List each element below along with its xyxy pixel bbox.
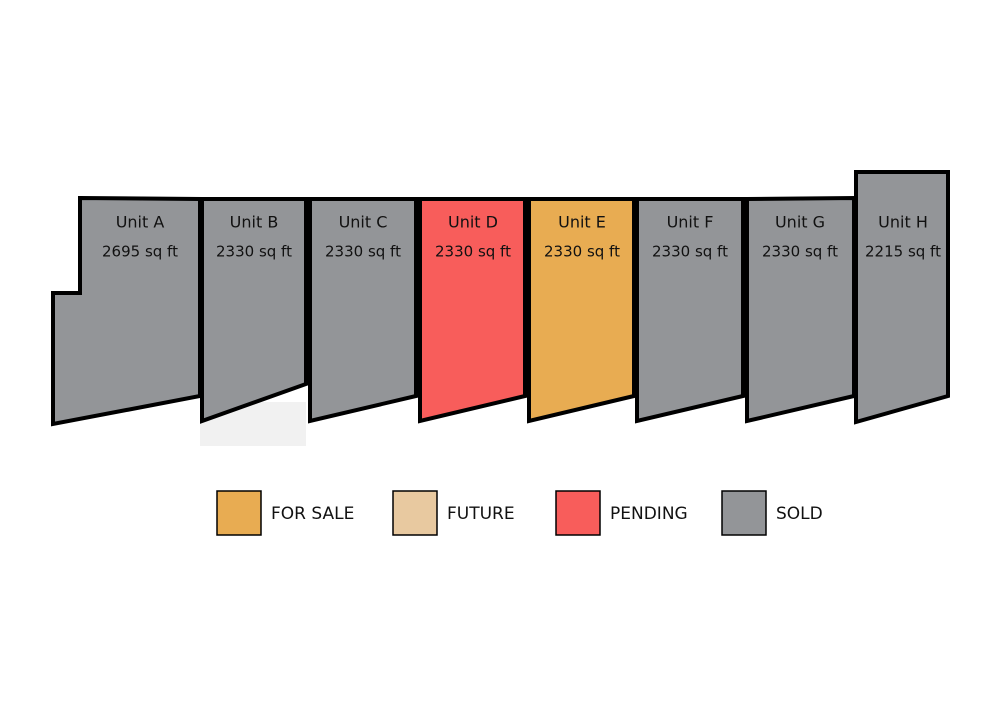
unit-area: 2215 sq ft	[865, 243, 941, 261]
unit-shape	[418, 197, 527, 424]
unit: Unit C 2330 sq ft	[308, 197, 418, 424]
legend-swatch	[216, 490, 262, 536]
unit-label: Unit D	[448, 213, 498, 232]
unit-shape	[200, 197, 308, 424]
legend-item: FUTURE	[392, 490, 515, 536]
legend-item: SOLD	[721, 490, 823, 536]
legend-item: PENDING	[555, 490, 688, 536]
unit-shape	[51, 195, 202, 427]
unit-area: 2695 sq ft	[102, 243, 178, 261]
legend-label: FUTURE	[447, 504, 515, 524]
legend-swatch	[555, 490, 601, 536]
unit-shape	[308, 197, 418, 424]
unit-label: Unit H	[878, 213, 928, 232]
unit-area: 2330 sq ft	[652, 243, 728, 261]
unit: Unit H 2215 sq ft	[854, 170, 950, 425]
unit-area: 2330 sq ft	[435, 243, 511, 261]
unit-label: Unit A	[116, 213, 165, 232]
legend-item: FOR SALE	[216, 490, 354, 536]
unit-label: Unit G	[775, 213, 825, 232]
unit: Unit A 2695 sq ft	[51, 195, 202, 427]
unit-label: Unit B	[230, 213, 279, 232]
legend-label: SOLD	[776, 504, 823, 524]
unit: Unit D 2330 sq ft	[418, 197, 527, 424]
unit-area: 2330 sq ft	[762, 243, 838, 261]
unit-label: Unit E	[558, 213, 606, 232]
unit: Unit F 2330 sq ft	[635, 197, 745, 424]
unit-area: 2330 sq ft	[544, 243, 620, 261]
unit-shape	[854, 170, 950, 425]
unit-label: Unit F	[667, 213, 714, 232]
unit: Unit G 2330 sq ft	[745, 195, 856, 424]
unit-area: 2330 sq ft	[216, 243, 292, 261]
unit: Unit B 2330 sq ft	[200, 197, 308, 424]
legend-swatch	[392, 490, 438, 536]
legend-label: FOR SALE	[271, 504, 354, 524]
unit-area: 2330 sq ft	[325, 243, 401, 261]
legend-label: PENDING	[610, 504, 688, 524]
unit-shape	[527, 197, 636, 424]
unit-label: Unit C	[339, 213, 388, 232]
unit: Unit E 2330 sq ft	[527, 197, 636, 424]
legend-swatch	[721, 490, 767, 536]
unit-shape	[635, 197, 745, 424]
